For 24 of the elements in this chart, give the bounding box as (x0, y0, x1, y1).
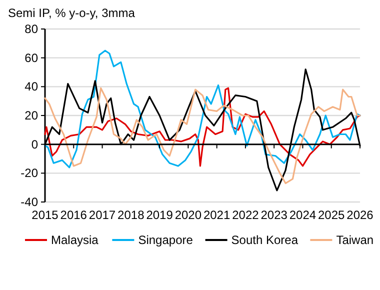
x-tick-label: 2022 (232, 208, 260, 222)
x-tick-label: 2015 (32, 208, 59, 222)
x-tick-label: 2016 (60, 208, 88, 222)
y-tick-label: 40 (24, 80, 38, 94)
x-tick-label: 2021 (203, 208, 230, 222)
legend-label: Malaysia (51, 233, 99, 247)
y-tick-label: -20 (20, 166, 38, 180)
y-tick-label: 0 (31, 137, 38, 152)
x-tick-label: 2017 (88, 208, 116, 222)
y-tick-label: 80 (24, 22, 38, 36)
x-tick-label: 2024 (289, 208, 316, 222)
x-tick-label: 2023 (260, 208, 288, 222)
x-tick-label: 2019 (146, 208, 174, 222)
legend-label: South Korea (231, 233, 298, 247)
legend-label: Taiwan (336, 233, 374, 247)
x-tick-label: 2018 (118, 208, 145, 222)
y-tick-label: 20 (24, 108, 38, 122)
x-tick-label: 2026 (346, 208, 374, 222)
legend-label: Singapore (138, 233, 194, 247)
y-tick-label: -40 (20, 195, 38, 209)
x-tick-label: 2025 (318, 208, 346, 222)
y-tick-label: 60 (24, 50, 38, 65)
x-tick-label: 2020 (174, 208, 202, 222)
chart-title: Semi IP, % y-o-y, 3mma (8, 6, 136, 20)
